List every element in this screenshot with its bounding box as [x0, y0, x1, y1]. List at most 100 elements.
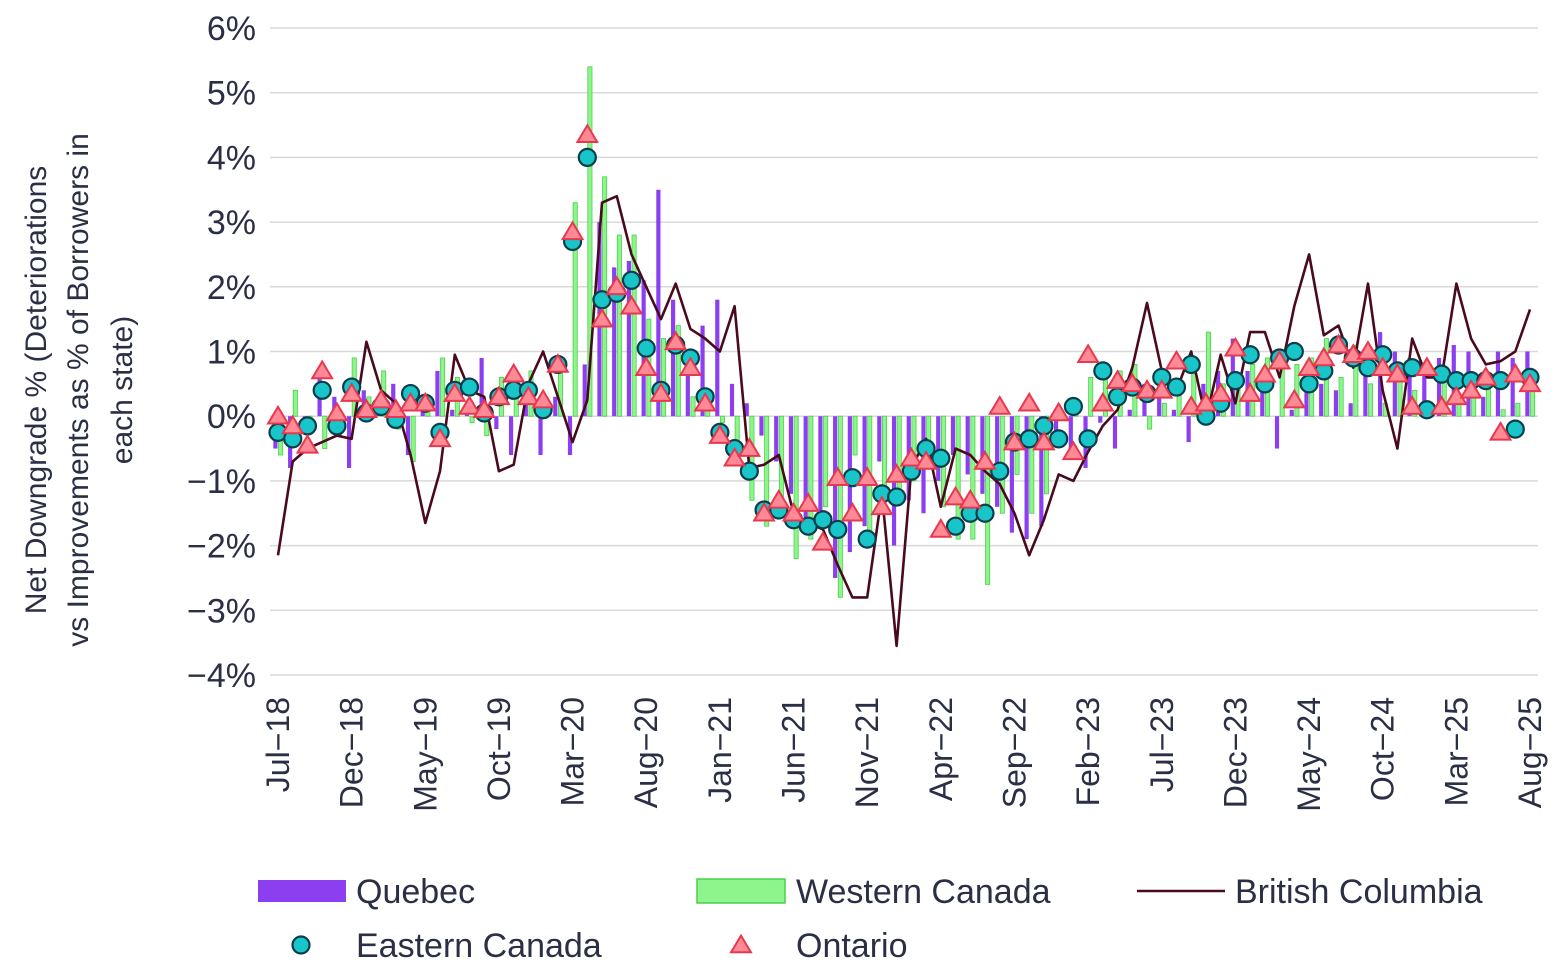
- bar-quebec: [936, 416, 941, 481]
- bar-western-canada: [1500, 409, 1506, 417]
- bar-quebec: [553, 396, 558, 417]
- bar-western-canada: [1147, 415, 1153, 430]
- x-tick-label: Jul−23: [1144, 697, 1180, 792]
- marker-eastern-canada: [1181, 354, 1201, 375]
- bar-quebec: [950, 416, 956, 456]
- bar-western-canada: [793, 415, 799, 559]
- marker-ontario: [281, 414, 305, 435]
- bar-western-canada: [690, 396, 696, 417]
- legend-label-western-canada: Western Canada: [796, 873, 1051, 911]
- x-tick-label: May−24: [1291, 697, 1327, 812]
- marker-ontario: [870, 495, 894, 516]
- bar-quebec: [1348, 403, 1353, 417]
- marker-ontario: [1164, 349, 1189, 370]
- marker-eastern-canada: [621, 270, 642, 290]
- marker-ontario: [1282, 388, 1307, 409]
- y-tick-label: 6%: [207, 10, 256, 48]
- y-tick-label: −1%: [187, 463, 256, 501]
- marker-eastern-canada: [990, 461, 1010, 481]
- marker-ontario: [943, 485, 968, 506]
- bar-quebec: [744, 403, 749, 417]
- marker-eastern-canada: [945, 516, 966, 536]
- y-tick-label: 3%: [207, 204, 256, 242]
- marker-ontario: [1297, 356, 1321, 376]
- marker-ontario: [973, 450, 997, 470]
- marker-ontario: [722, 446, 747, 467]
- marker-ontario: [767, 488, 791, 509]
- y-tick-label: 1%: [207, 334, 256, 372]
- marker-ontario: [1326, 333, 1351, 354]
- bar-western-canada: [808, 415, 814, 540]
- marker-eastern-canada: [975, 503, 995, 523]
- bar-quebec: [346, 416, 352, 468]
- marker-ontario: [354, 398, 379, 419]
- bar-western-canada: [1471, 396, 1477, 417]
- marker-ontario: [1385, 362, 1410, 383]
- marker-ontario: [1474, 365, 1498, 386]
- bar-western-canada: [631, 234, 637, 417]
- marker-ontario: [1267, 349, 1292, 370]
- marker-ontario: [1459, 378, 1483, 399]
- bar-western-canada: [1044, 415, 1050, 495]
- bar-quebec: [405, 416, 411, 456]
- y-tick-label: 5%: [207, 75, 256, 113]
- x-tick-label: Aug−25: [1512, 697, 1548, 808]
- y-axis-title: Net Downgrade % (Deteriorations: [20, 166, 53, 615]
- x-tick-label: Jun−21: [776, 697, 812, 803]
- bar-quebec: [759, 416, 764, 436]
- y-axis-title: vs Improvements as % of Borrowers in: [62, 133, 95, 647]
- marker-ontario: [1046, 401, 1071, 422]
- marker-ontario: [1371, 356, 1395, 376]
- marker-ontario: [339, 382, 364, 402]
- marker-eastern-canada: [577, 147, 597, 167]
- x-tick-label: Nov−21: [849, 697, 885, 808]
- marker-ontario: [649, 382, 673, 402]
- bar-western-canada: [985, 415, 991, 585]
- marker-ontario: [958, 488, 982, 509]
- y-tick-label: −2%: [187, 528, 256, 566]
- bar-quebec: [1481, 396, 1486, 417]
- bar-western-canada: [1161, 402, 1167, 417]
- marker-ontario: [708, 424, 732, 444]
- marker-ontario: [428, 427, 452, 448]
- bar-quebec: [1053, 416, 1059, 443]
- marker-eastern-canada: [931, 448, 951, 468]
- marker-eastern-canada: [857, 529, 877, 549]
- marker-ontario: [605, 275, 629, 296]
- bar-quebec: [1186, 416, 1191, 443]
- x-tick-label: Mar−20: [555, 697, 591, 806]
- marker-ontario: [693, 391, 717, 412]
- bar-western-canada: [764, 415, 770, 527]
- marker-eastern-canada: [636, 338, 656, 358]
- marker-eastern-canada: [1284, 341, 1304, 362]
- marker-eastern-canada: [1505, 419, 1525, 439]
- bar-quebec: [995, 416, 1000, 507]
- marker-eastern-canada: [739, 461, 759, 481]
- marker-ontario: [560, 220, 585, 241]
- x-tick-label: Sep−22: [996, 697, 1032, 808]
- bar-quebec: [700, 325, 705, 417]
- marker-eastern-canada: [1417, 400, 1437, 420]
- marker-ontario: [310, 359, 334, 380]
- bar-quebec: [965, 416, 970, 475]
- bar-western-canada: [616, 234, 622, 417]
- marker-ontario: [811, 530, 835, 551]
- marker-ontario: [1238, 382, 1262, 402]
- marker-ontario: [325, 401, 349, 422]
- bar-quebec: [671, 299, 676, 417]
- bar-quebec: [715, 299, 720, 417]
- bar-quebec: [1039, 416, 1044, 527]
- bar-quebec: [1112, 416, 1118, 449]
- marker-ontario: [1356, 340, 1380, 360]
- bar-quebec: [1171, 409, 1176, 417]
- marker-ontario: [781, 501, 806, 522]
- marker-eastern-canada: [813, 510, 833, 530]
- bar-western-canada: [749, 415, 755, 501]
- bar-quebec: [1260, 383, 1265, 417]
- x-tick-label: Jul−18: [260, 697, 296, 792]
- x-tick-label: Dec−18: [334, 697, 370, 808]
- bar-western-canada: [469, 415, 475, 424]
- marker-ontario: [1312, 346, 1336, 367]
- marker-ontario: [472, 398, 496, 419]
- marker-ontario: [590, 307, 614, 328]
